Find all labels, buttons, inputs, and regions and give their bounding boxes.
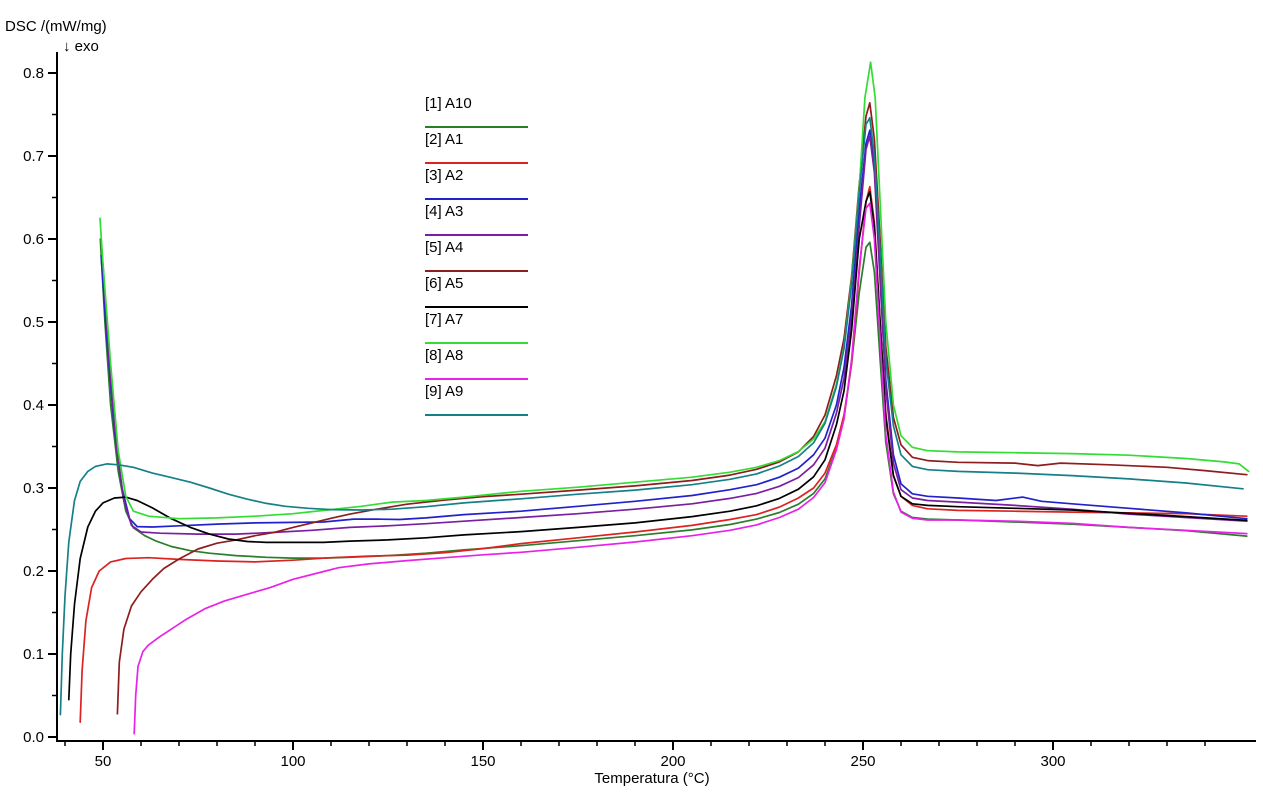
- legend-color-line-A7: [425, 342, 528, 344]
- legend-color-line-A8: [425, 378, 528, 380]
- legend: [1] A10 [2] A1 [3] A2 [4] A3 [5] A4 [6] A5 [7]…: [425, 92, 535, 416]
- x-tick-label: 250: [850, 753, 875, 770]
- legend-label-A2: [3] A2: [425, 167, 464, 184]
- legend-entry-A1: [2] A1: [425, 128, 535, 164]
- curve-A2: [100, 129, 1248, 528]
- x-tick-label: 150: [470, 753, 495, 770]
- exo-direction-label: ↓ exo: [63, 38, 107, 55]
- curve-A7: [99, 61, 1250, 520]
- legend-entry-A10: [1] A10: [425, 92, 535, 128]
- legend-entry-A4: [5] A4: [425, 236, 535, 272]
- legend-label-A5: [6] A5: [425, 275, 464, 292]
- legend-color-line-A5: [425, 306, 528, 308]
- legend-label-A4: [5] A4: [425, 239, 464, 256]
- y-tick-label: 0.1: [23, 646, 44, 663]
- x-tick-label: 100: [280, 753, 305, 770]
- legend-entry-A2: [3] A2: [425, 164, 535, 200]
- y-tick-label: 0.2: [23, 563, 44, 580]
- legend-color-line-A4: [425, 270, 528, 272]
- exo-text: exo: [74, 38, 99, 55]
- down-arrow-icon: ↓: [63, 38, 71, 55]
- legend-label-A7: [7] A7: [425, 311, 464, 328]
- y-tick-label: 0.4: [23, 397, 44, 414]
- y-tick-label: 0.8: [23, 65, 44, 82]
- legend-entry-A5: [6] A5: [425, 272, 535, 308]
- y-tick-label: 0.3: [23, 480, 44, 497]
- legend-color-line-A10: [425, 126, 528, 128]
- legend-entry-A7: [7] A7: [425, 308, 535, 344]
- legend-label-A8: [8] A8: [425, 347, 464, 364]
- y-tick-label: 0.0: [23, 729, 44, 746]
- curve-A3: [102, 135, 1248, 535]
- x-axis-title: Temperatura (°C): [594, 770, 709, 787]
- legend-label-A3: [4] A3: [425, 203, 464, 220]
- x-tick-label: 50: [95, 753, 112, 770]
- legend-color-line-A1: [425, 162, 528, 164]
- y-axis-title: DSC /(mW/mg): [5, 18, 107, 35]
- legend-color-line-A3: [425, 234, 528, 236]
- legend-entry-A3: [4] A3: [425, 200, 535, 236]
- legend-label-A9: [9] A9: [425, 383, 464, 400]
- x-tick-label: 300: [1040, 753, 1065, 770]
- legend-color-line-A2: [425, 198, 528, 200]
- curve-A4: [116, 102, 1248, 715]
- curve-A5: [67, 190, 1248, 701]
- legend-label-A1: [2] A1: [425, 131, 464, 148]
- x-tick-label: 200: [660, 753, 685, 770]
- y-axis-title-block: DSC /(mW/mg) ↓ exo: [5, 18, 107, 55]
- y-tick-label: 0.5: [23, 314, 44, 331]
- curve-A8: [133, 202, 1248, 735]
- legend-label-A10: [1] A10: [425, 95, 472, 112]
- axes: [56, 52, 1256, 742]
- y-tick-label: 0.7: [23, 148, 44, 165]
- y-tick-label: 0.6: [23, 231, 44, 248]
- legend-color-line-A9: [425, 414, 528, 416]
- legend-entry-A8: [8] A8: [425, 344, 535, 380]
- legend-entry-A9: [9] A9: [425, 380, 535, 416]
- curve-A9: [59, 116, 1244, 716]
